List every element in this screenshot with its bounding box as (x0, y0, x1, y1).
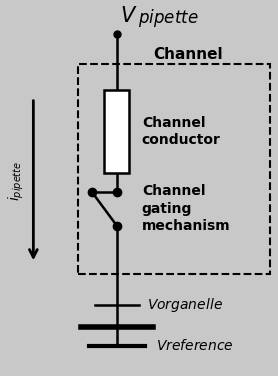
Bar (104, 90, 129, 173)
Text: $\mathbf{\mathit{V}}$$\mathit{reference}$: $\mathbf{\mathit{V}}$$\mathit{reference}… (156, 338, 234, 353)
Text: Channel
conductor: Channel conductor (142, 116, 221, 147)
Text: $\mathbf{\mathit{V}}$$\mathit{organelle}$: $\mathbf{\mathit{V}}$$\mathit{organelle}… (147, 296, 223, 314)
Bar (78, 64, 270, 274)
Text: $\mathbf{\mathit{V}}$: $\mathbf{\mathit{V}}$ (120, 6, 137, 26)
Text: $\mathit{pipette}$: $\mathit{pipette}$ (138, 7, 198, 29)
Text: Channel: Channel (153, 47, 222, 62)
Text: $\mathit{i}$$_{\mathit{pipette}}$: $\mathit{i}$$_{\mathit{pipette}}$ (7, 161, 26, 200)
Text: Channel
gating
mechanism: Channel gating mechanism (142, 184, 230, 233)
